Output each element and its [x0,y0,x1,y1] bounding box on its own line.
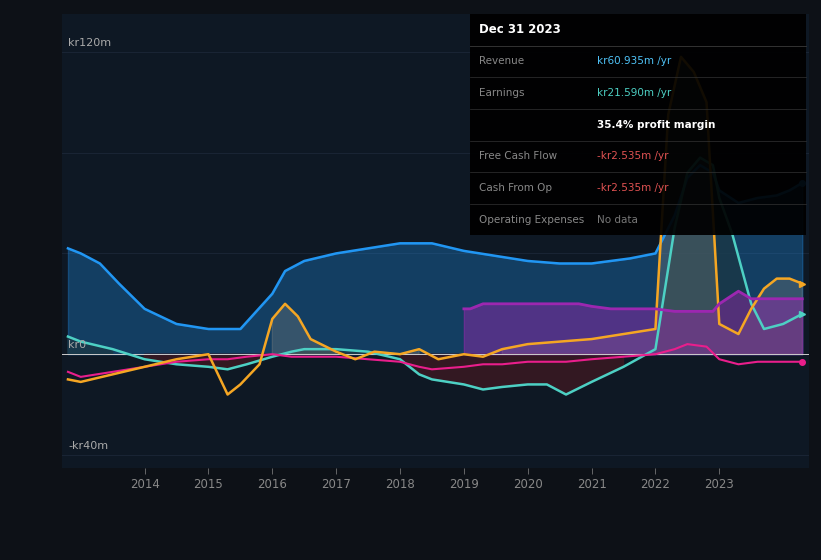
Text: -kr2.535m /yr: -kr2.535m /yr [597,151,668,161]
Text: Free Cash Flow: Free Cash Flow [479,151,557,161]
Text: kr21.590m /yr: kr21.590m /yr [597,88,671,98]
Text: Dec 31 2023: Dec 31 2023 [479,24,562,36]
Text: kr60.935m /yr: kr60.935m /yr [597,57,671,67]
Text: No data: No data [597,214,638,225]
Text: Revenue: Revenue [479,57,525,67]
Text: kr120m: kr120m [68,38,111,48]
Text: Cash From Op: Cash From Op [479,183,553,193]
Text: Earnings: Earnings [479,88,525,98]
Text: 35.4% profit margin: 35.4% profit margin [597,120,715,130]
Text: kr0: kr0 [68,340,86,351]
Text: Operating Expenses: Operating Expenses [479,214,585,225]
Text: -kr2.535m /yr: -kr2.535m /yr [597,183,668,193]
Text: -kr40m: -kr40m [68,441,108,451]
